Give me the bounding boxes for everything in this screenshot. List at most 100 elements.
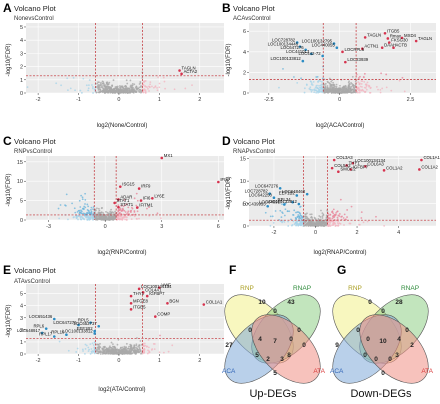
data-point <box>117 204 120 206</box>
gene-point <box>400 36 404 40</box>
data-point <box>87 346 90 349</box>
data-point <box>131 87 134 90</box>
gene-label: THY1 <box>349 160 361 165</box>
gene-point <box>295 41 299 44</box>
venn-region-count: 2 <box>410 342 414 349</box>
data-point <box>339 198 342 201</box>
data-point <box>305 220 307 223</box>
data-point <box>321 77 324 80</box>
data-point <box>330 83 333 86</box>
data-point <box>89 352 92 355</box>
data-point <box>342 217 345 219</box>
data-point <box>323 224 326 227</box>
data-point <box>111 90 113 93</box>
venn-region-count: 3 <box>395 352 399 359</box>
data-point <box>331 210 334 213</box>
data-point <box>321 212 324 215</box>
data-point <box>295 224 297 227</box>
data-point <box>296 81 299 84</box>
data-point <box>111 211 114 213</box>
data-point <box>271 215 274 218</box>
gene-point <box>151 196 154 200</box>
panel-letter: G <box>337 263 346 277</box>
data-point <box>345 89 347 92</box>
data-point <box>133 211 136 213</box>
venn-region-count: 0 <box>405 327 409 334</box>
venn-region-count: 9 <box>335 342 339 349</box>
data-point <box>308 220 311 223</box>
gene-label: LOC100133812 <box>267 199 298 204</box>
data-point <box>142 345 145 348</box>
gene-label: COL1A1 <box>423 155 440 160</box>
data-point <box>353 87 356 89</box>
x-tick-label: -2 <box>36 97 41 103</box>
gene-label: IFITM1 <box>139 203 153 208</box>
data-point <box>358 91 361 94</box>
data-point <box>95 215 98 217</box>
gene-label: ITGB5 <box>133 304 146 309</box>
data-point <box>144 89 147 92</box>
data-point <box>153 348 156 350</box>
data-point <box>98 218 101 220</box>
data-point <box>337 91 340 94</box>
x-tick-label: 4 <box>397 230 400 236</box>
data-point <box>329 88 332 91</box>
data-point <box>91 87 94 90</box>
data-point <box>86 203 89 206</box>
data-point <box>333 83 336 86</box>
data-point <box>130 218 133 221</box>
data-point <box>330 80 333 83</box>
data-point <box>118 209 121 212</box>
gene-label: LOC648917 <box>17 328 41 333</box>
data-point <box>93 341 96 344</box>
data-point <box>125 79 128 82</box>
data-point <box>123 345 126 348</box>
data-point <box>125 213 128 216</box>
venn-region-count: 43 <box>287 299 295 306</box>
data-point <box>327 81 329 84</box>
gene-label: IRF9 <box>141 184 151 189</box>
data-point <box>308 222 311 225</box>
venn-region-count: 10 <box>379 338 387 345</box>
data-point <box>359 75 361 78</box>
data-point <box>141 77 144 79</box>
data-point <box>337 224 340 227</box>
data-point <box>348 222 351 225</box>
gene-label: IGFBP7 <box>353 164 369 169</box>
data-point <box>113 349 116 352</box>
gene-label: RPL17 <box>39 332 53 337</box>
data-point <box>184 87 187 90</box>
data-point <box>90 216 92 219</box>
venn-region-count: 28 <box>395 299 403 306</box>
data-point <box>80 218 83 221</box>
y-tick-label: 5 <box>20 292 23 298</box>
gene-point <box>113 201 116 205</box>
data-point <box>145 345 148 348</box>
panel-letter: B <box>222 1 231 15</box>
data-point <box>297 220 300 222</box>
data-point <box>104 217 107 220</box>
data-point <box>121 217 124 220</box>
data-point <box>117 218 120 220</box>
data-point <box>126 82 129 85</box>
data-point <box>135 347 138 349</box>
plot-subtitle: NonevsControl <box>14 16 54 22</box>
plot-background <box>26 284 224 354</box>
data-point <box>103 346 106 349</box>
data-point <box>128 352 130 354</box>
venn-region-count: 0 <box>388 356 392 363</box>
data-point <box>93 352 96 355</box>
data-point <box>360 211 363 214</box>
data-point <box>348 80 350 83</box>
venn-set-label: RNP <box>348 285 362 292</box>
gene-point <box>135 206 139 209</box>
gene-point <box>137 287 141 291</box>
data-point <box>310 225 312 227</box>
data-point <box>129 345 132 348</box>
venn-region-count: 4 <box>258 336 262 343</box>
data-point <box>120 210 123 212</box>
data-point <box>108 215 111 218</box>
data-point <box>329 225 332 227</box>
data-point <box>144 92 147 94</box>
gene-label: IGFBP7 <box>149 291 165 296</box>
